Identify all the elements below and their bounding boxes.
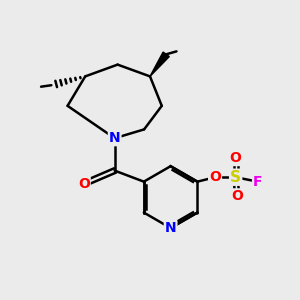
Text: O: O (78, 177, 90, 191)
Text: O: O (209, 170, 221, 184)
Polygon shape (150, 52, 169, 76)
Text: F: F (253, 175, 262, 189)
Text: N: N (165, 221, 176, 235)
Text: O: O (231, 189, 243, 203)
Text: N: N (109, 131, 121, 145)
Text: O: O (230, 151, 242, 165)
Text: S: S (230, 170, 241, 185)
